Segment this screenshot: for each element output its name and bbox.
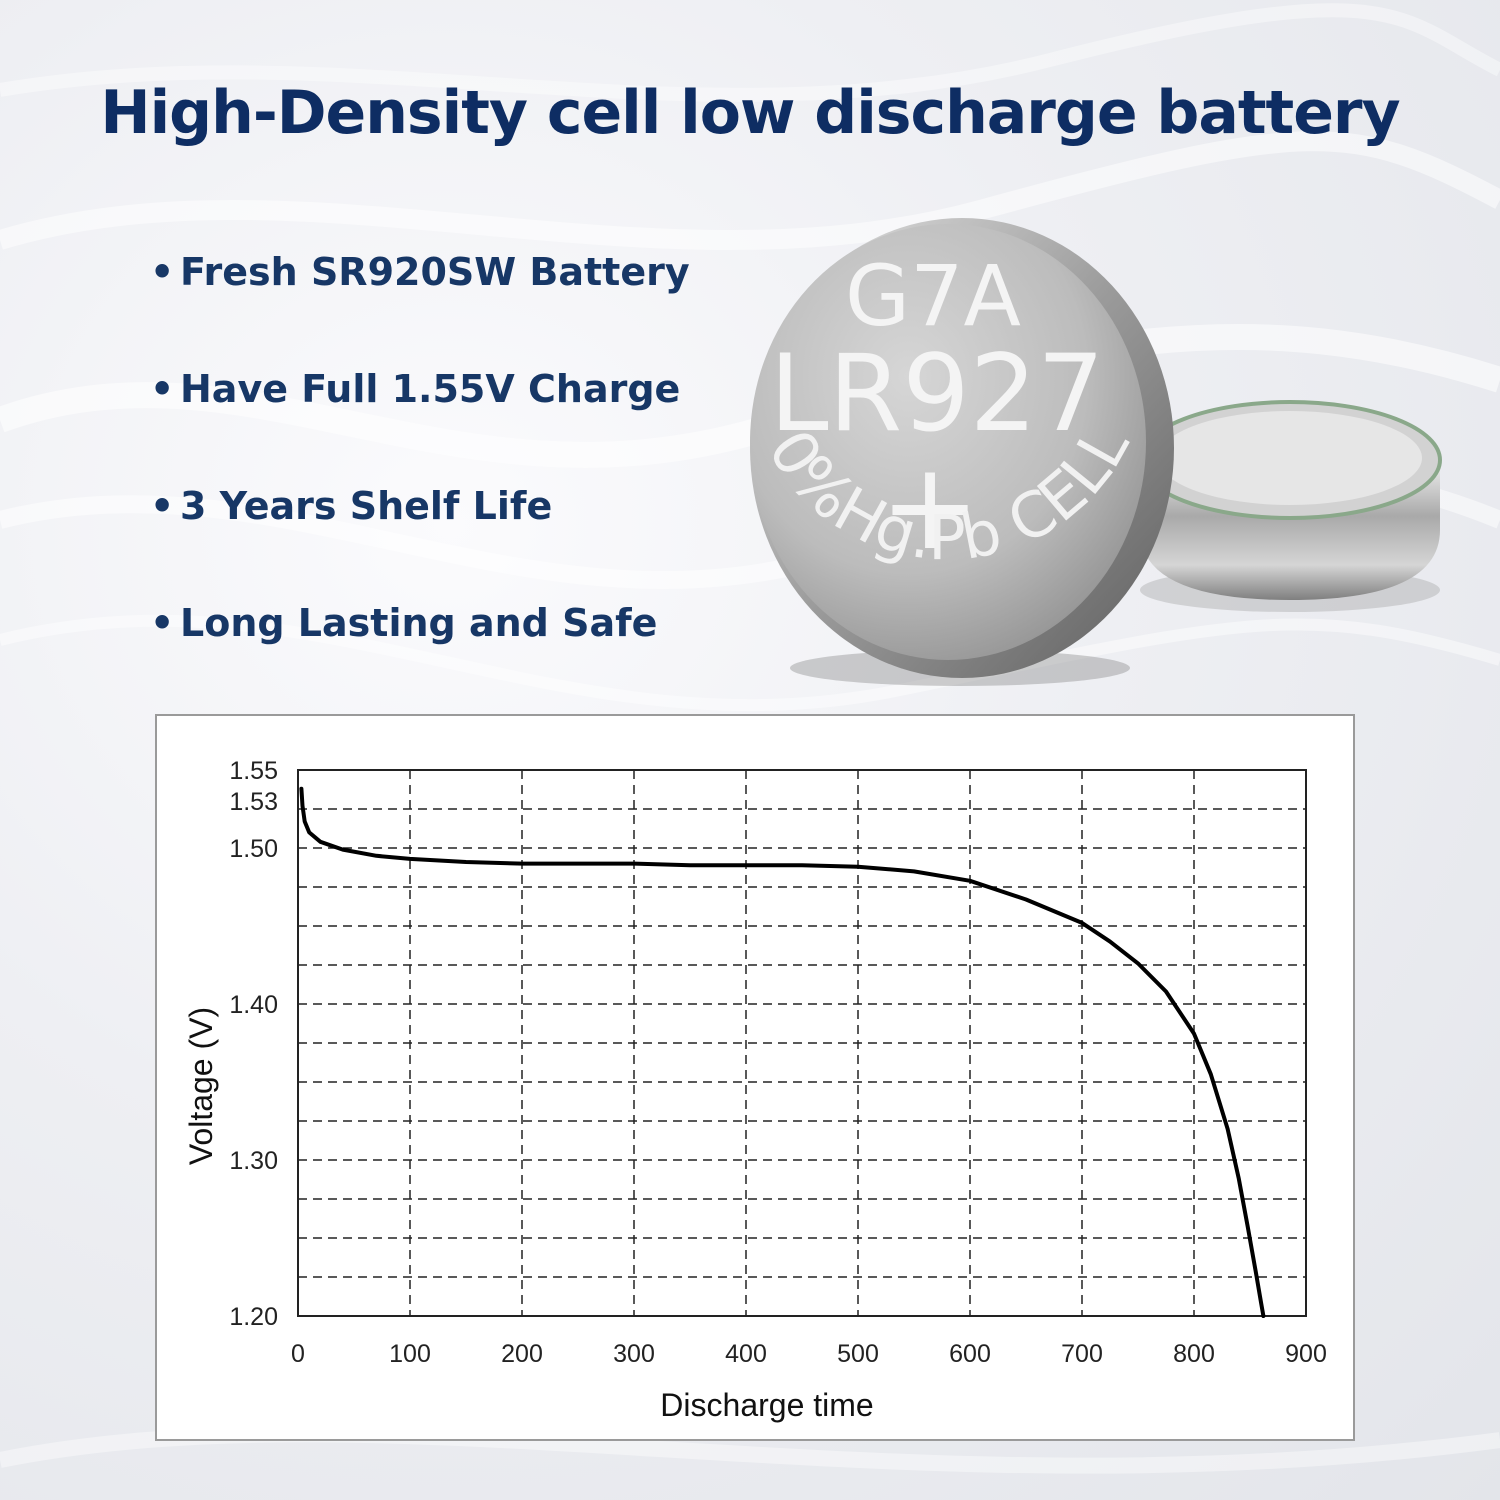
x-tick-label: 300 (613, 1340, 655, 1368)
x-tick-label: 600 (949, 1340, 991, 1368)
x-tick-labels: 0 100 200 300 400 500 600 700 800 900 (291, 1340, 1327, 1368)
grid (298, 770, 1306, 1316)
bullet-icon: • (150, 601, 175, 645)
discharge-chart-panel: 0 100 200 300 400 500 600 700 800 900 1.20 1.30 1.4… (155, 714, 1355, 1441)
y-tick-label: 1.50 (229, 835, 278, 863)
series-layer (299, 786, 1266, 1318)
feature-text: Long Lasting and Safe (180, 601, 658, 645)
battery-illustration: G7A LR927 + 0%Hg.Pb CELL (750, 218, 1442, 686)
discharge-curve (299, 786, 1266, 1318)
feature-item: • Have Full 1.55V Charge (150, 367, 690, 484)
feature-list: • Fresh SR920SW Battery • Have Full 1.55V … (150, 250, 690, 718)
headline: High-Density cell low discharge battery (100, 78, 1400, 148)
y-tick-label: 1.20 (229, 1303, 278, 1331)
y-tick-label: 1.30 (229, 1147, 278, 1175)
feature-item: • Long Lasting and Safe (150, 601, 690, 718)
x-tick-label: 0 (291, 1340, 305, 1368)
battery-code-text: LR927 (769, 332, 1104, 455)
feature-item: • 3 Years Shelf Life (150, 484, 690, 601)
y-tick-labels: 1.20 1.30 1.40 1.50 1.53 1.55 (229, 757, 278, 1331)
feature-text: 3 Years Shelf Life (180, 484, 553, 528)
y-axis-title: Voltage (V) (183, 1007, 219, 1165)
feature-item: • Fresh SR920SW Battery (150, 250, 690, 367)
battery-model-text: G7A (845, 247, 1021, 345)
y-tick-label: 1.53 (229, 788, 278, 816)
bullet-icon: • (150, 367, 175, 411)
bullet-icon: • (150, 250, 175, 294)
x-tick-label: 800 (1173, 1340, 1215, 1368)
y-tick-label: 1.55 (229, 757, 278, 785)
x-axis-title: Discharge time (660, 1387, 873, 1423)
x-tick-label: 700 (1061, 1340, 1103, 1368)
feature-text: Fresh SR920SW Battery (180, 250, 690, 294)
discharge-chart: 0 100 200 300 400 500 600 700 800 900 1.20 1.30 1.4… (183, 757, 1327, 1423)
x-tick-label: 200 (501, 1340, 543, 1368)
y-tick-label: 1.40 (229, 991, 278, 1019)
front-battery: G7A LR927 + 0%Hg.Pb CELL (750, 218, 1174, 686)
x-tick-label: 400 (725, 1340, 767, 1368)
feature-text: Have Full 1.55V Charge (180, 367, 681, 411)
plus-icon: + (880, 438, 981, 577)
back-battery (1138, 400, 1442, 612)
x-tick-label: 100 (389, 1340, 431, 1368)
x-tick-label: 900 (1285, 1340, 1327, 1368)
x-tick-label: 500 (837, 1340, 879, 1368)
bullet-icon: • (150, 484, 175, 528)
